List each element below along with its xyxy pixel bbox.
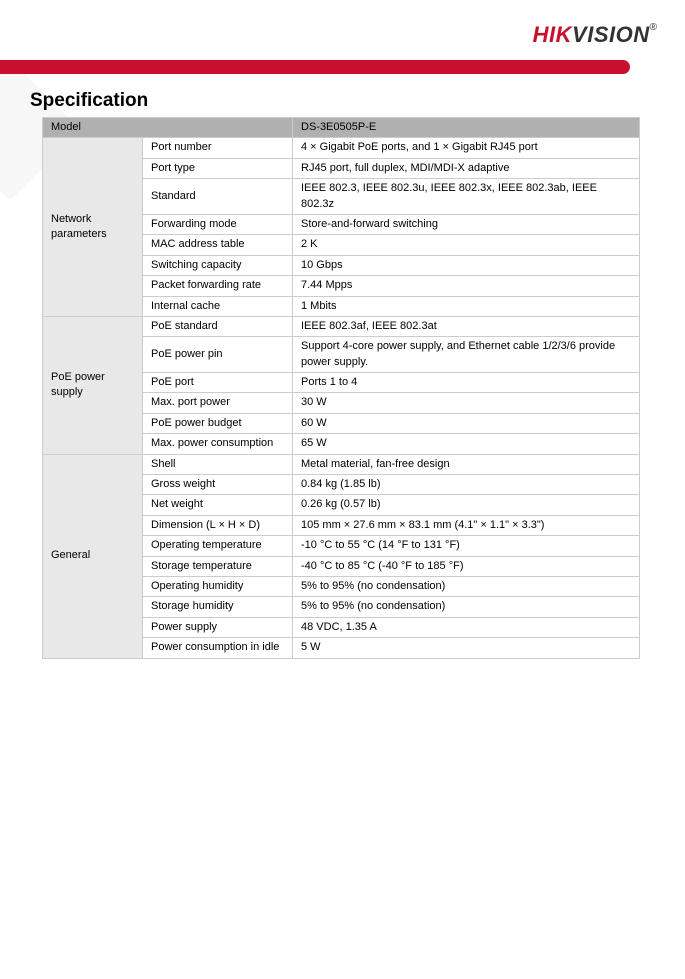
value-cell: -40 °C to 85 °C (-40 °F to 185 °F)	[293, 556, 640, 576]
category-cell: General	[43, 454, 143, 658]
value-cell: 48 VDC, 1.35 A	[293, 617, 640, 637]
value-cell: RJ45 port, full duplex, MDI/MDI-X adapti…	[293, 158, 640, 178]
value-cell: IEEE 802.3af, IEEE 802.3at	[293, 316, 640, 336]
value-cell: IEEE 802.3, IEEE 802.3u, IEEE 802.3x, IE…	[293, 179, 640, 215]
param-cell: Max. power consumption	[143, 434, 293, 454]
header-red-bar	[0, 60, 630, 74]
param-cell: Dimension (L × H × D)	[143, 515, 293, 535]
value-cell: 30 W	[293, 393, 640, 413]
value-cell: Metal material, fan-free design	[293, 454, 640, 474]
param-cell: Storage temperature	[143, 556, 293, 576]
param-cell: Power consumption in idle	[143, 638, 293, 658]
logo-part-vision: VISION	[572, 22, 650, 47]
value-cell: 4 × Gigabit PoE ports, and 1 × Gigabit R…	[293, 138, 640, 158]
category-cell: PoE power supply	[43, 316, 143, 454]
param-cell: Max. port power	[143, 393, 293, 413]
param-cell: Port type	[143, 158, 293, 178]
logo-registered-mark: ®	[650, 22, 657, 33]
param-cell: Storage humidity	[143, 597, 293, 617]
spec-table: ModelDS-3E0505P-ENetwork parametersPort …	[42, 117, 640, 659]
param-cell: PoE power budget	[143, 413, 293, 433]
table-row: GeneralShellMetal material, fan-free des…	[43, 454, 640, 474]
param-cell: Operating humidity	[143, 576, 293, 596]
value-cell: 5% to 95% (no condensation)	[293, 597, 640, 617]
value-cell: 5 W	[293, 638, 640, 658]
table-row: Network parametersPort number4 × Gigabit…	[43, 138, 640, 158]
param-cell: PoE port	[143, 373, 293, 393]
section-heading: Specification	[30, 90, 148, 112]
param-cell: Switching capacity	[143, 255, 293, 275]
header-model-label: Model	[43, 118, 293, 138]
value-cell: 7.44 Mpps	[293, 276, 640, 296]
table-row: PoE power supplyPoE standardIEEE 802.3af…	[43, 316, 640, 336]
value-cell: 105 mm × 27.6 mm × 83.1 mm (4.1" × 1.1" …	[293, 515, 640, 535]
param-cell: Operating temperature	[143, 536, 293, 556]
param-cell: PoE standard	[143, 316, 293, 336]
value-cell: 10 Gbps	[293, 255, 640, 275]
param-cell: Shell	[143, 454, 293, 474]
value-cell: -10 °C to 55 °C (14 °F to 131 °F)	[293, 536, 640, 556]
table-header-row: ModelDS-3E0505P-E	[43, 118, 640, 138]
value-cell: 2 K	[293, 235, 640, 255]
category-cell: Network parameters	[43, 138, 143, 317]
value-cell: Support 4-core power supply, and Etherne…	[293, 337, 640, 373]
param-cell: MAC address table	[143, 235, 293, 255]
param-cell: Standard	[143, 179, 293, 215]
param-cell: Port number	[143, 138, 293, 158]
value-cell: Ports 1 to 4	[293, 373, 640, 393]
param-cell: Internal cache	[143, 296, 293, 316]
param-cell: Net weight	[143, 495, 293, 515]
brand-logo: HIKVISION®	[533, 22, 657, 48]
logo-part-hik: HIK	[533, 22, 572, 47]
param-cell: Power supply	[143, 617, 293, 637]
value-cell: 60 W	[293, 413, 640, 433]
value-cell: 5% to 95% (no condensation)	[293, 576, 640, 596]
param-cell: Packet forwarding rate	[143, 276, 293, 296]
param-cell: Gross weight	[143, 475, 293, 495]
param-cell: PoE power pin	[143, 337, 293, 373]
value-cell: Store-and-forward switching	[293, 214, 640, 234]
value-cell: 0.84 kg (1.85 lb)	[293, 475, 640, 495]
value-cell: 65 W	[293, 434, 640, 454]
value-cell: 1 Mbits	[293, 296, 640, 316]
value-cell: 0.26 kg (0.57 lb)	[293, 495, 640, 515]
param-cell: Forwarding mode	[143, 214, 293, 234]
header-model-value: DS-3E0505P-E	[293, 118, 640, 138]
